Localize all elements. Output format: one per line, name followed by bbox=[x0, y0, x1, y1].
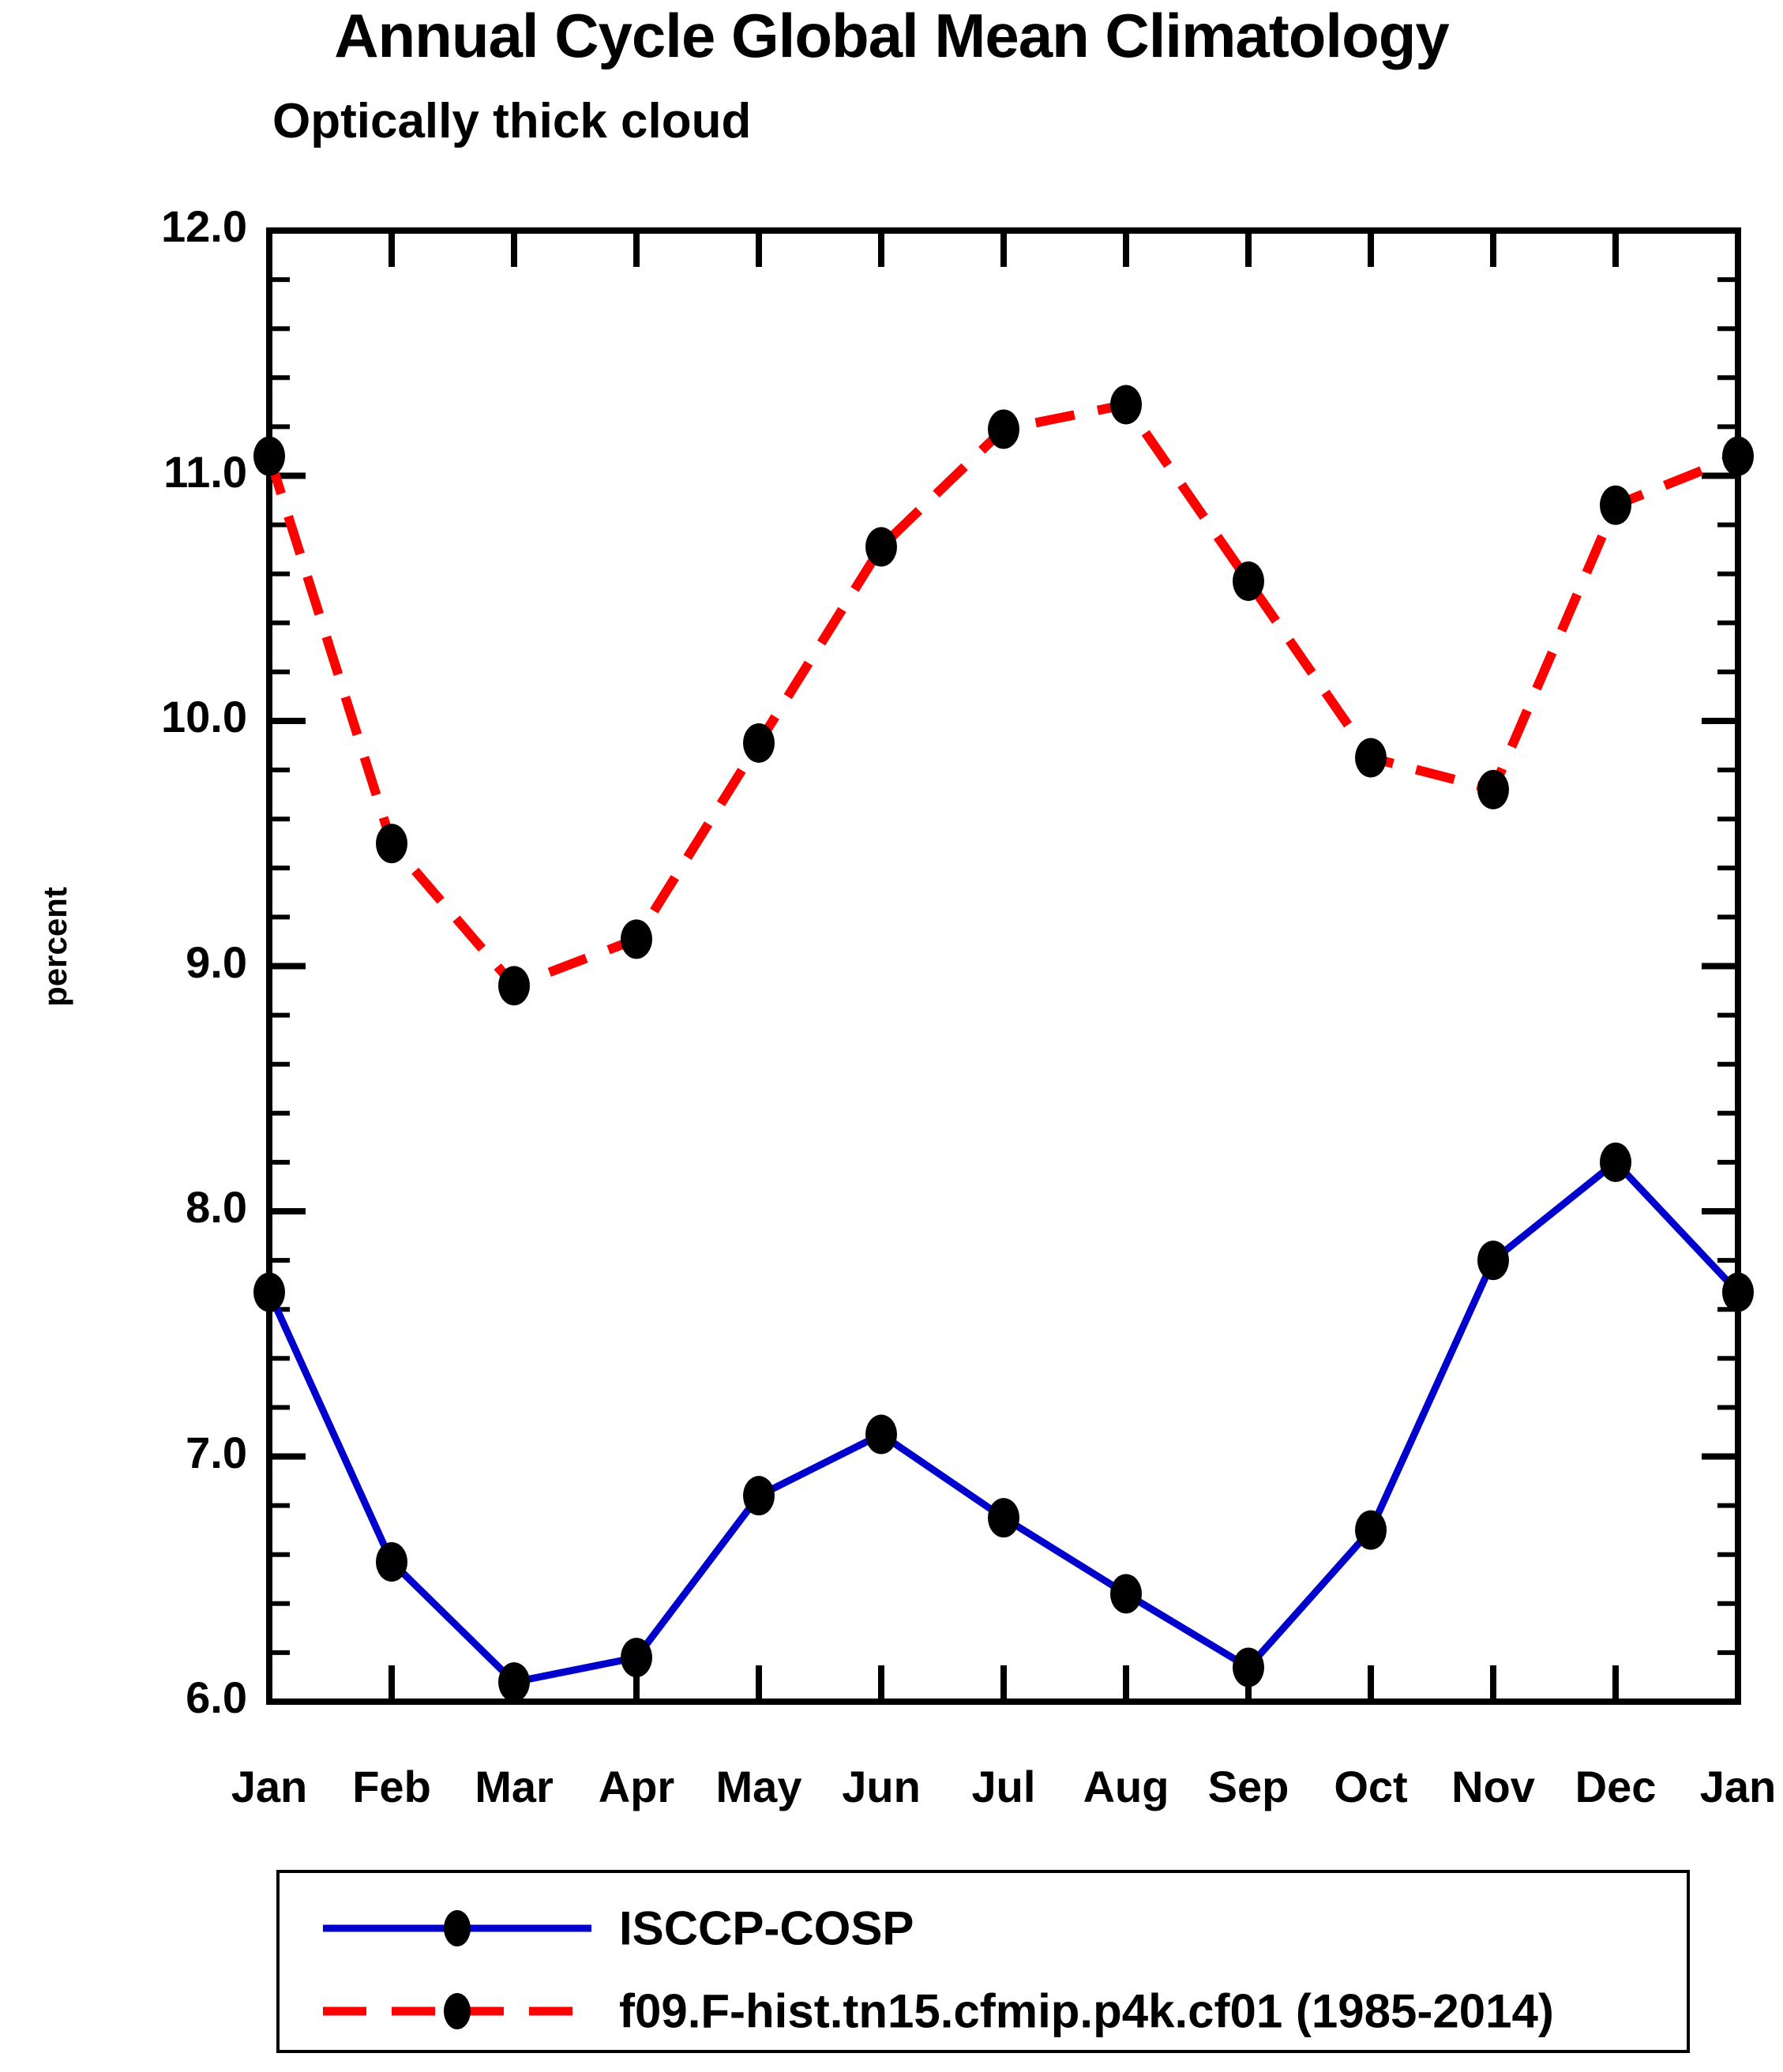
data-point-marker bbox=[253, 1272, 285, 1312]
x-tick-label: Mar bbox=[475, 1762, 554, 1811]
data-point-marker bbox=[988, 1498, 1019, 1538]
legend: ISCCP-COSP f09.F-hist.tn15.cfmip.p4k.cf0… bbox=[276, 1870, 1690, 2053]
data-point-marker bbox=[743, 1476, 775, 1516]
chart-title: Annual Cycle Global Mean Climatology bbox=[334, 1, 1450, 70]
x-tick-label: Sep bbox=[1207, 1762, 1289, 1811]
data-point-marker bbox=[988, 409, 1019, 449]
data-point-marker bbox=[1722, 436, 1754, 476]
data-point-marker bbox=[1355, 1510, 1387, 1550]
x-tick-label: Apr bbox=[598, 1762, 675, 1811]
data-series-group bbox=[253, 385, 1754, 1702]
x-tick-label: Aug bbox=[1083, 1762, 1169, 1811]
y-tick-label: 9.0 bbox=[186, 937, 247, 987]
y-tick-label: 11.0 bbox=[163, 446, 247, 497]
legend-label-1: f09.F-hist.tn15.cfmip.p4k.cf01 (1985-201… bbox=[619, 1984, 1554, 2038]
x-tick-label: Jan bbox=[231, 1762, 308, 1811]
data-point-marker bbox=[1600, 1142, 1631, 1182]
data-point-marker bbox=[621, 1638, 652, 1678]
data-point-marker bbox=[376, 824, 407, 864]
legend-row: ISCCP-COSP bbox=[280, 1889, 1687, 1968]
data-point-marker bbox=[865, 1414, 897, 1455]
y-tick-label: 12.0 bbox=[161, 201, 247, 251]
data-point-marker bbox=[498, 966, 530, 1006]
data-point-marker bbox=[743, 723, 775, 763]
y-tick-label: 8.0 bbox=[186, 1182, 247, 1232]
data-point-marker bbox=[1477, 769, 1509, 809]
x-tick-label: Nov bbox=[1451, 1762, 1535, 1811]
data-point-marker bbox=[1355, 738, 1387, 778]
axis-ticks bbox=[266, 227, 1741, 1705]
series-line-0 bbox=[265, 1158, 1741, 1686]
legend-row: f09.F-hist.tn15.cfmip.p4k.cf01 (1985-201… bbox=[280, 1972, 1687, 2051]
data-point-marker bbox=[376, 1542, 407, 1582]
x-tick-label: Feb bbox=[352, 1762, 431, 1811]
x-tick-label: Jun bbox=[842, 1762, 921, 1811]
data-point-marker bbox=[1477, 1241, 1509, 1281]
series-line-1 bbox=[265, 400, 1740, 991]
data-point-marker bbox=[253, 436, 285, 476]
data-point-marker bbox=[1722, 1272, 1754, 1312]
data-point-marker bbox=[1110, 1574, 1142, 1614]
axes-frame bbox=[266, 227, 1741, 1705]
y-tick-label: 6.0 bbox=[186, 1672, 247, 1722]
x-tick-label: May bbox=[715, 1762, 802, 1811]
x-tick-label: Jan bbox=[1699, 1762, 1777, 1811]
data-point-marker bbox=[498, 1662, 530, 1702]
chart-subtitle: Optically thick cloud bbox=[272, 94, 752, 148]
y-tick-label: 10.0 bbox=[161, 692, 247, 741]
data-point-marker bbox=[865, 527, 897, 567]
x-tick-label: Dec bbox=[1575, 1762, 1657, 1811]
data-point-marker bbox=[1233, 1647, 1264, 1687]
x-tick-label: Oct bbox=[1334, 1762, 1408, 1811]
legend-sample-isccp-cosp bbox=[323, 1910, 591, 1946]
data-point-marker bbox=[1233, 561, 1264, 602]
y-tick-label: 7.0 bbox=[186, 1427, 247, 1477]
x-tick-label: Jul bbox=[971, 1762, 1036, 1811]
data-point-marker bbox=[1600, 485, 1631, 525]
data-point-marker bbox=[621, 919, 652, 959]
data-point-marker bbox=[1110, 385, 1142, 425]
legend-label-0: ISCCP-COSP bbox=[619, 1901, 914, 1955]
legend-sample-f09-f-hist bbox=[323, 1993, 591, 2029]
